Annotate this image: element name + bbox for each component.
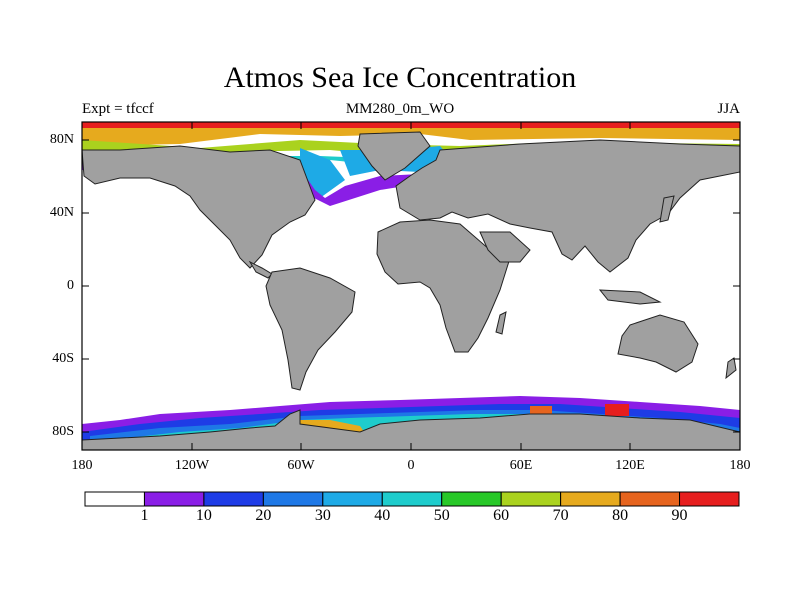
colorbar-swatch <box>441 491 502 507</box>
season-label: JJA <box>717 101 740 117</box>
colorbar-label: 1 <box>140 507 149 524</box>
colorbar-label: 30 <box>314 507 331 524</box>
greenland <box>357 131 431 181</box>
colorbar-swatch <box>679 491 740 507</box>
colorbar-label: 40 <box>374 507 391 524</box>
colorbar-label: 20 <box>255 507 272 524</box>
lat-tick-label: 40S <box>52 351 74 366</box>
africa <box>376 219 511 353</box>
colorbar-swatch <box>500 491 562 507</box>
new-zealand <box>725 357 737 380</box>
australia <box>617 314 699 373</box>
lat-tick-label: 80N <box>49 132 74 147</box>
colorbar-label: 70 <box>552 507 569 524</box>
arabia <box>479 231 531 263</box>
map-title: Atmos Sea Ice Concentration <box>223 61 577 94</box>
colorbar-swatch <box>619 491 681 507</box>
lon-tick-label: 180 <box>71 458 93 473</box>
indonesia <box>598 289 662 305</box>
north-america <box>81 145 316 269</box>
antarctica <box>81 409 741 451</box>
lat-tick-label: 0 <box>67 278 74 293</box>
land <box>81 131 741 451</box>
madagascar <box>495 311 507 335</box>
lat-tick-label: 40N <box>49 205 74 220</box>
lon-tick-label: 120E <box>615 458 645 473</box>
colorbar <box>84 491 740 507</box>
case-label: MM280_0m_WO <box>345 101 455 117</box>
colorbar-label: 60 <box>493 507 510 524</box>
experiment-label: Expt = tfccf <box>82 101 154 117</box>
colorbar-swatch <box>143 491 205 507</box>
lat-tick-label: 80S <box>52 424 74 439</box>
colorbar-swatch <box>262 491 324 507</box>
colorbar-label: 90 <box>671 507 688 524</box>
lon-tick-label: 60W <box>287 458 315 473</box>
lon-tick-label: 120W <box>174 458 210 473</box>
colorbar-label: 10 <box>195 507 212 524</box>
colorbar-label: 50 <box>433 507 450 524</box>
colorbar-swatch <box>381 491 443 507</box>
south-america <box>265 267 356 391</box>
tick-marks <box>81 122 741 450</box>
lon-tick-label: 0 <box>407 458 415 473</box>
japan <box>659 195 675 223</box>
lon-tick-label: 60E <box>509 458 533 473</box>
colorbar-label: 80 <box>612 507 629 524</box>
colorbar-swatch <box>84 491 145 507</box>
colorbar-swatch <box>322 491 383 507</box>
colorbar-swatch <box>560 491 621 507</box>
colorbar-swatch <box>203 491 264 507</box>
lon-tick-label: 180 <box>729 458 751 473</box>
